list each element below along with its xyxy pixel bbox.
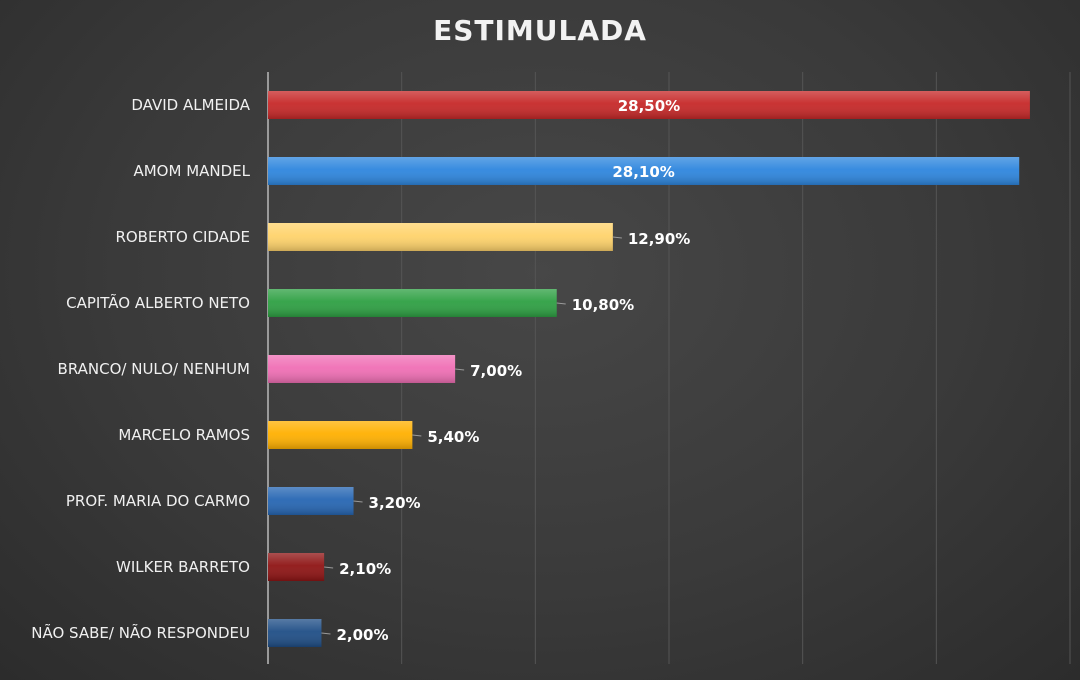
bar-shine [268,223,613,251]
category-label: DAVID ALMEIDA [131,96,250,114]
value-label: 2,00% [336,626,388,644]
category-label: BRANCO/ NULO/ NENHUM [58,360,250,378]
bar-shine [268,421,413,449]
category-label: PROF. MARIA DO CARMO [66,492,250,510]
bar-shine [268,553,325,581]
leader-line [353,500,363,503]
value-label: 2,10% [339,560,391,578]
bar-shine [268,157,1020,185]
leader-line [321,632,331,635]
leader-line [324,566,334,569]
leader-line [455,368,465,371]
value-label: 28,10% [612,163,674,181]
bar-shine [268,91,1030,119]
value-label: 10,80% [572,296,634,314]
value-label: 5,40% [427,428,479,446]
leader-line [612,236,622,239]
bar-shine [268,289,557,317]
category-label: NÃO SABE/ NÃO RESPONDEU [31,623,250,642]
bar-shine [268,619,322,647]
category-label: MARCELO RAMOS [118,426,250,444]
value-label: 3,20% [369,494,421,512]
category-label: CAPITÃO ALBERTO NETO [66,293,250,312]
chart-title: ESTIMULADA [433,14,647,47]
category-label: WILKER BARRETO [116,558,250,576]
category-label: AMOM MANDEL [133,162,250,180]
value-label: 7,00% [470,362,522,380]
leader-line [556,302,566,305]
bars: DAVID ALMEIDA 28,50% AMOM MANDEL 28,10% ROBE… [31,91,1030,647]
bar-shine [268,487,354,515]
value-label: 28,50% [618,97,680,115]
value-label: 12,90% [628,230,690,248]
category-label: ROBERTO CIDADE [115,228,250,246]
bar-shine [268,355,456,383]
leader-line [412,434,422,437]
